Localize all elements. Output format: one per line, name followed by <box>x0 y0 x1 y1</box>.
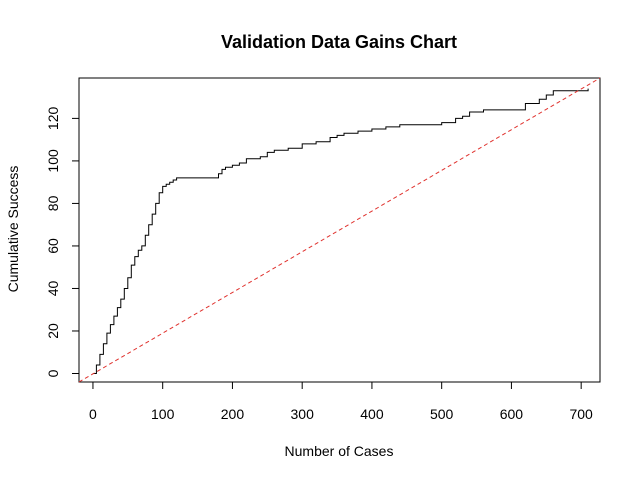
x-tick-label: 500 <box>430 406 454 422</box>
x-tick-label: 400 <box>360 406 384 422</box>
y-tick-label: 40 <box>45 280 61 296</box>
y-tick-label: 80 <box>45 195 61 211</box>
random-baseline-line <box>78 77 601 383</box>
y-tick-label: 100 <box>45 149 61 173</box>
x-tick-label: 300 <box>291 406 315 422</box>
y-tick-label: 20 <box>45 323 61 339</box>
y-axis-label: Cumulative Success <box>5 166 21 293</box>
chart-title: Validation Data Gains Chart <box>221 32 457 52</box>
y-tick-label: 60 <box>45 238 61 254</box>
series-layer <box>78 77 601 383</box>
x-axis-label: Number of Cases <box>285 443 394 459</box>
x-tick-label: 0 <box>89 406 97 422</box>
y-tick-label: 0 <box>45 369 61 377</box>
x-axis: 0 100 200 300 400 500 600 700 <box>89 381 593 422</box>
x-tick-label: 100 <box>151 406 175 422</box>
y-axis: 0 20 40 60 80 100 120 <box>45 106 80 377</box>
gains-curve <box>92 88 589 374</box>
x-tick-label: 200 <box>221 406 245 422</box>
y-tick-label: 120 <box>45 106 61 130</box>
x-tick-label: 600 <box>500 406 524 422</box>
x-tick-label: 700 <box>569 406 593 422</box>
